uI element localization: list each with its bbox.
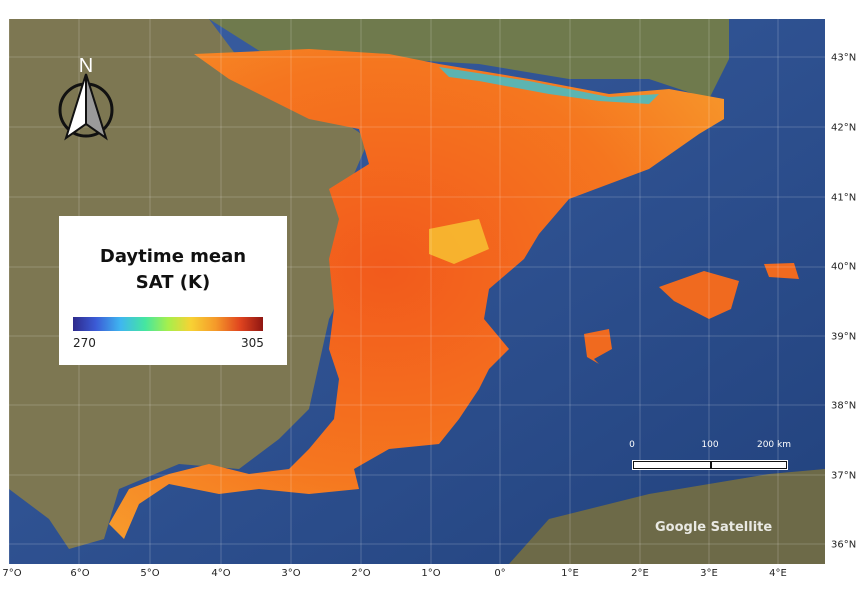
lon-label-6w: 6°O [70,568,90,579]
legend-title-line2: SAT (K) [135,272,211,293]
lon-label-4e: 4°E [769,568,787,579]
land-france [209,19,729,99]
lon-label-3e: 3°E [700,568,718,579]
lon-label-5w: 5°O [140,568,160,579]
land-africa [509,469,825,564]
scale-label-200: 200 km [756,440,792,450]
legend-colorbar [73,317,263,331]
lat-label-36: 36°N [831,539,857,551]
lon-label-4w: 4°O [211,568,231,579]
lat-label-39: 39°N [831,331,857,343]
lat-label-43: 43°N [831,52,857,64]
scale-bar: 0 100 200 km [628,440,793,474]
sat-heat-area [109,49,724,539]
map-attribution: Google Satellite [655,520,773,535]
land-balearic [659,271,739,319]
lon-label-2e: 2°E [631,568,649,579]
north-arrow-label: N [79,55,93,77]
north-arrow-left-half [64,73,87,141]
legend-title: Daytime mean SAT (K) [59,244,287,296]
sat-mild-patch [429,219,489,264]
scale-segment-2 [712,462,786,468]
legend-title-line1: Daytime mean [99,246,247,267]
lat-label-42: 42°N [831,122,857,134]
lon-label-1e: 1°E [561,568,579,579]
lat-label-37: 37°N [831,470,857,482]
legend-max-label: 305 [241,336,264,350]
lon-label-3w: 3°O [281,568,301,579]
scale-segment-1 [634,462,710,468]
land-menorca [764,263,799,279]
sat-cool-strip [439,67,659,104]
north-arrow: N [54,52,118,144]
scale-label-100: 100 [701,440,719,450]
north-arrow-right-half [85,73,108,141]
scale-track [632,460,788,470]
legend-min-label: 270 [73,336,96,350]
lat-label-38: 38°N [831,400,857,412]
lon-label-7w: 7°O [2,568,22,579]
land-ibiza [584,329,612,364]
lat-label-40: 40°N [831,261,857,273]
legend: Daytime mean SAT (K) 270 305 [59,216,287,365]
lon-label-1w: 1°O [421,568,441,579]
lon-label-0: 0° [494,568,506,579]
lat-label-41: 41°N [831,192,857,204]
scale-label-0: 0 [629,440,635,450]
lon-label-2w: 2°O [351,568,371,579]
